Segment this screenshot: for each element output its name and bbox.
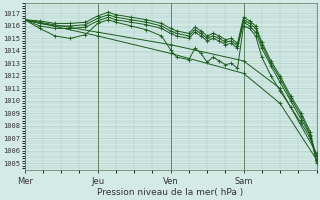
X-axis label: Pression niveau de la mer( hPa ): Pression niveau de la mer( hPa )	[98, 188, 244, 197]
